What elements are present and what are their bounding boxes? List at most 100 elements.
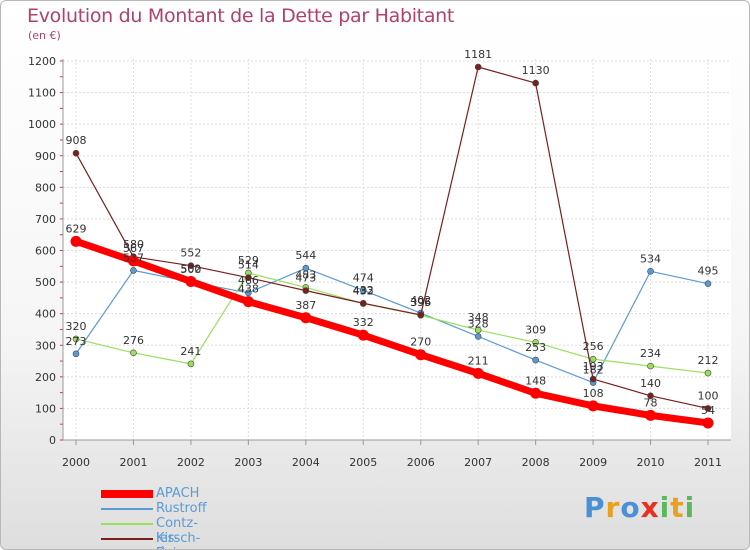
point-apach-2006 [415, 349, 427, 361]
legend-label-kirsch: Kirsch-lès-Sierck [156, 531, 201, 549]
logo-letter: t [670, 491, 685, 524]
point-kirsch-l-s-sierck-2000 [72, 149, 80, 157]
data-label-kirsch-l-s-sierck-2004: 473 [295, 272, 316, 285]
y-tick-800: 800 [35, 181, 56, 194]
logo-letter: o [620, 491, 641, 524]
x-tick-2004: 2004 [292, 456, 320, 469]
point-apach-2005 [357, 329, 369, 341]
x-tick-2008: 2008 [522, 456, 550, 469]
data-label-apach-2001: 567 [123, 242, 144, 255]
point-kirsch-l-s-sierck-2010 [647, 392, 654, 400]
point-contz-les-bains-2002 [187, 360, 195, 368]
y-tick-300: 300 [35, 339, 56, 352]
point-contz-les-bains-2010 [647, 362, 654, 370]
data-label-apach-2011: 54 [701, 404, 715, 417]
legend-swatch-contz [101, 523, 153, 525]
logo-letter: P [584, 491, 606, 524]
y-tick-100: 100 [35, 402, 56, 415]
x-tick-2002: 2002 [177, 456, 205, 469]
data-label-apach-2008: 148 [525, 374, 546, 387]
y-tick-0: 0 [49, 434, 56, 447]
data-label-rustroff-2004: 544 [295, 249, 316, 262]
data-label-contz-les-bains-2002: 241 [180, 345, 201, 358]
point-contz-les-bains-2001 [130, 349, 137, 357]
data-label-rustroff-2006: 402 [410, 294, 431, 307]
data-label-rustroff-2010: 534 [640, 252, 661, 265]
logo-letter: r [605, 491, 621, 524]
data-label-kirsch-l-s-sierck-2003: 514 [238, 259, 259, 272]
data-label-contz-les-bains-2004: 483 [295, 268, 316, 281]
y-tick-200: 200 [35, 371, 56, 384]
y-tick-900: 900 [35, 150, 56, 163]
point-rustroff-2005 [359, 286, 367, 294]
point-rustroff-2011 [704, 280, 712, 287]
data-label-kirsch-l-s-sierck-2008: 1130 [522, 64, 550, 77]
x-tick-2001: 2001 [119, 456, 147, 469]
data-label-apach-2004: 387 [295, 299, 316, 312]
point-rustroff-2001 [130, 267, 137, 274]
point-contz-les-bains-2009 [589, 355, 597, 363]
point-kirsch-l-s-sierck-2004 [302, 287, 310, 294]
point-contz-les-bains-2008 [532, 339, 539, 346]
chart-title: Evolution du Montant de la Dette par Hab… [27, 5, 455, 27]
legend-swatch-rustroff [101, 508, 153, 510]
data-label-kirsch-l-s-sierck-2009: 193 [583, 360, 604, 373]
data-label-kirsch-l-s-sierck-2002: 552 [180, 247, 201, 260]
point-apach-2003 [242, 296, 254, 308]
data-label-apach-2005: 332 [353, 316, 374, 329]
point-rustroff-2004 [302, 264, 310, 272]
y-tick-1000: 1000 [28, 118, 56, 131]
y-tick-400: 400 [35, 308, 56, 321]
data-label-kirsch-l-s-sierck-2006: 396 [410, 296, 431, 309]
data-label-kirsch-l-s-sierck-2000: 908 [66, 134, 87, 147]
data-label-rustroff-2009: 182 [583, 364, 604, 377]
data-label-contz-les-bains-2009: 256 [583, 340, 604, 353]
point-rustroff-2000 [72, 350, 80, 358]
point-apach-2009 [587, 400, 599, 412]
plot-area [63, 59, 731, 440]
data-label-kirsch-l-s-sierck-2011: 100 [698, 389, 719, 402]
point-apach-2007 [472, 367, 484, 379]
point-apach-2000 [70, 235, 82, 247]
y-tick-500: 500 [35, 276, 56, 289]
data-label-contz-les-bains-2011: 212 [698, 354, 719, 367]
point-kirsch-l-s-sierck-2006 [417, 311, 425, 319]
data-label-apach-2009: 108 [583, 387, 604, 400]
point-kirsch-l-s-sierck-2008 [532, 79, 539, 87]
point-kirsch-l-s-sierck-2009 [589, 375, 597, 383]
point-apach-2002 [185, 275, 197, 287]
data-label-rustroff-2005: 474 [353, 271, 374, 284]
data-label-rustroff-2000: 273 [66, 335, 87, 348]
point-apach-2008 [530, 387, 542, 399]
data-label-apach-2006: 270 [410, 336, 431, 349]
data-label-apach-2003: 438 [238, 283, 259, 296]
data-label-contz-les-bains-2003: 529 [238, 254, 259, 267]
data-label-apach-2002: 502 [180, 262, 201, 275]
data-label-apach-2000: 629 [66, 222, 87, 235]
point-contz-les-bains-2011 [704, 369, 712, 377]
legend-label-rustroff: Rustroff [156, 501, 207, 516]
data-label-kirsch-l-s-sierck-2001: 580 [123, 238, 144, 251]
point-kirsch-l-s-sierck-2002 [187, 262, 195, 269]
data-label-contz-les-bains-2001: 276 [123, 334, 144, 347]
legend-label-apach: APACH [156, 486, 200, 501]
series-line-apach [74, 238, 709, 427]
x-tick-2005: 2005 [349, 456, 377, 469]
data-label-contz-les-bains-2008: 309 [525, 323, 546, 336]
data-label-kirsch-l-s-sierck-2007: 1181 [464, 48, 492, 61]
x-tick-2006: 2006 [407, 456, 435, 469]
x-tick-2009: 2009 [579, 456, 607, 469]
point-apach-2011 [702, 417, 714, 429]
logo-letter: x [640, 491, 660, 524]
data-label-contz-les-bains-2006: 395 [410, 296, 431, 309]
legend-swatch-kirsch [101, 538, 153, 540]
point-kirsch-l-s-sierck-2003 [245, 274, 252, 281]
legend-label-contz: Contz-les-Bains [156, 516, 198, 549]
data-label-kirsch-l-s-sierck-2005: 433 [353, 284, 374, 297]
y-tick-700: 700 [35, 213, 56, 226]
point-rustroff-2010 [647, 268, 654, 275]
y-tick-1100: 1100 [28, 87, 56, 100]
data-label-rustroff-2001: 537 [123, 251, 144, 264]
